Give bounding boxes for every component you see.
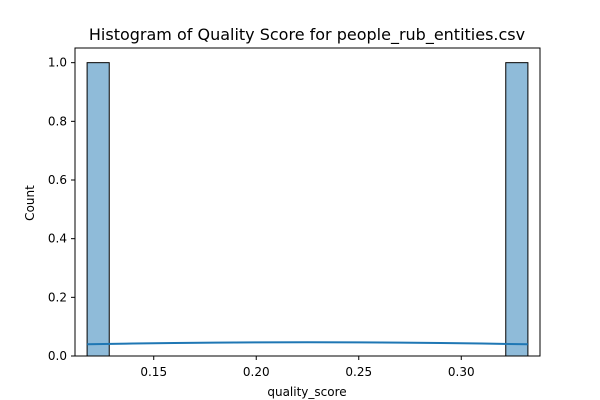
plot-area: 0.15 0.20 0.25 0.30 0.0 0.2 0.4 0.6 0.8 1.0 (48, 47, 541, 379)
y-tick-label: 0.2 (48, 290, 67, 304)
axes-frame (74, 47, 541, 357)
y-axis-ticks: 0.0 0.2 0.4 0.6 0.8 1.0 (48, 56, 75, 363)
y-tick-label: 1.0 (48, 56, 67, 70)
y-tick-label: 0.6 (48, 173, 67, 187)
x-axis-label: quality_score (267, 385, 346, 399)
x-tick-label: 0.25 (345, 365, 372, 379)
x-tick-label: 0.30 (448, 365, 475, 379)
kde-line (87, 341, 528, 346)
histogram-bar-1 (86, 62, 110, 357)
x-tick-label: 0.20 (243, 365, 270, 379)
y-axis-label: Count (23, 185, 37, 221)
x-tick-label: 0.15 (140, 365, 167, 379)
chart-title: Histogram of Quality Score for people_ru… (89, 25, 525, 45)
x-axis-ticks: 0.15 0.20 0.25 0.30 (140, 356, 475, 379)
y-tick-label: 0.4 (48, 232, 67, 246)
y-tick-label: 0.0 (48, 349, 67, 363)
bars-layer (86, 62, 529, 357)
histogram-bar-2 (505, 62, 529, 357)
y-tick-label: 0.8 (48, 114, 67, 128)
